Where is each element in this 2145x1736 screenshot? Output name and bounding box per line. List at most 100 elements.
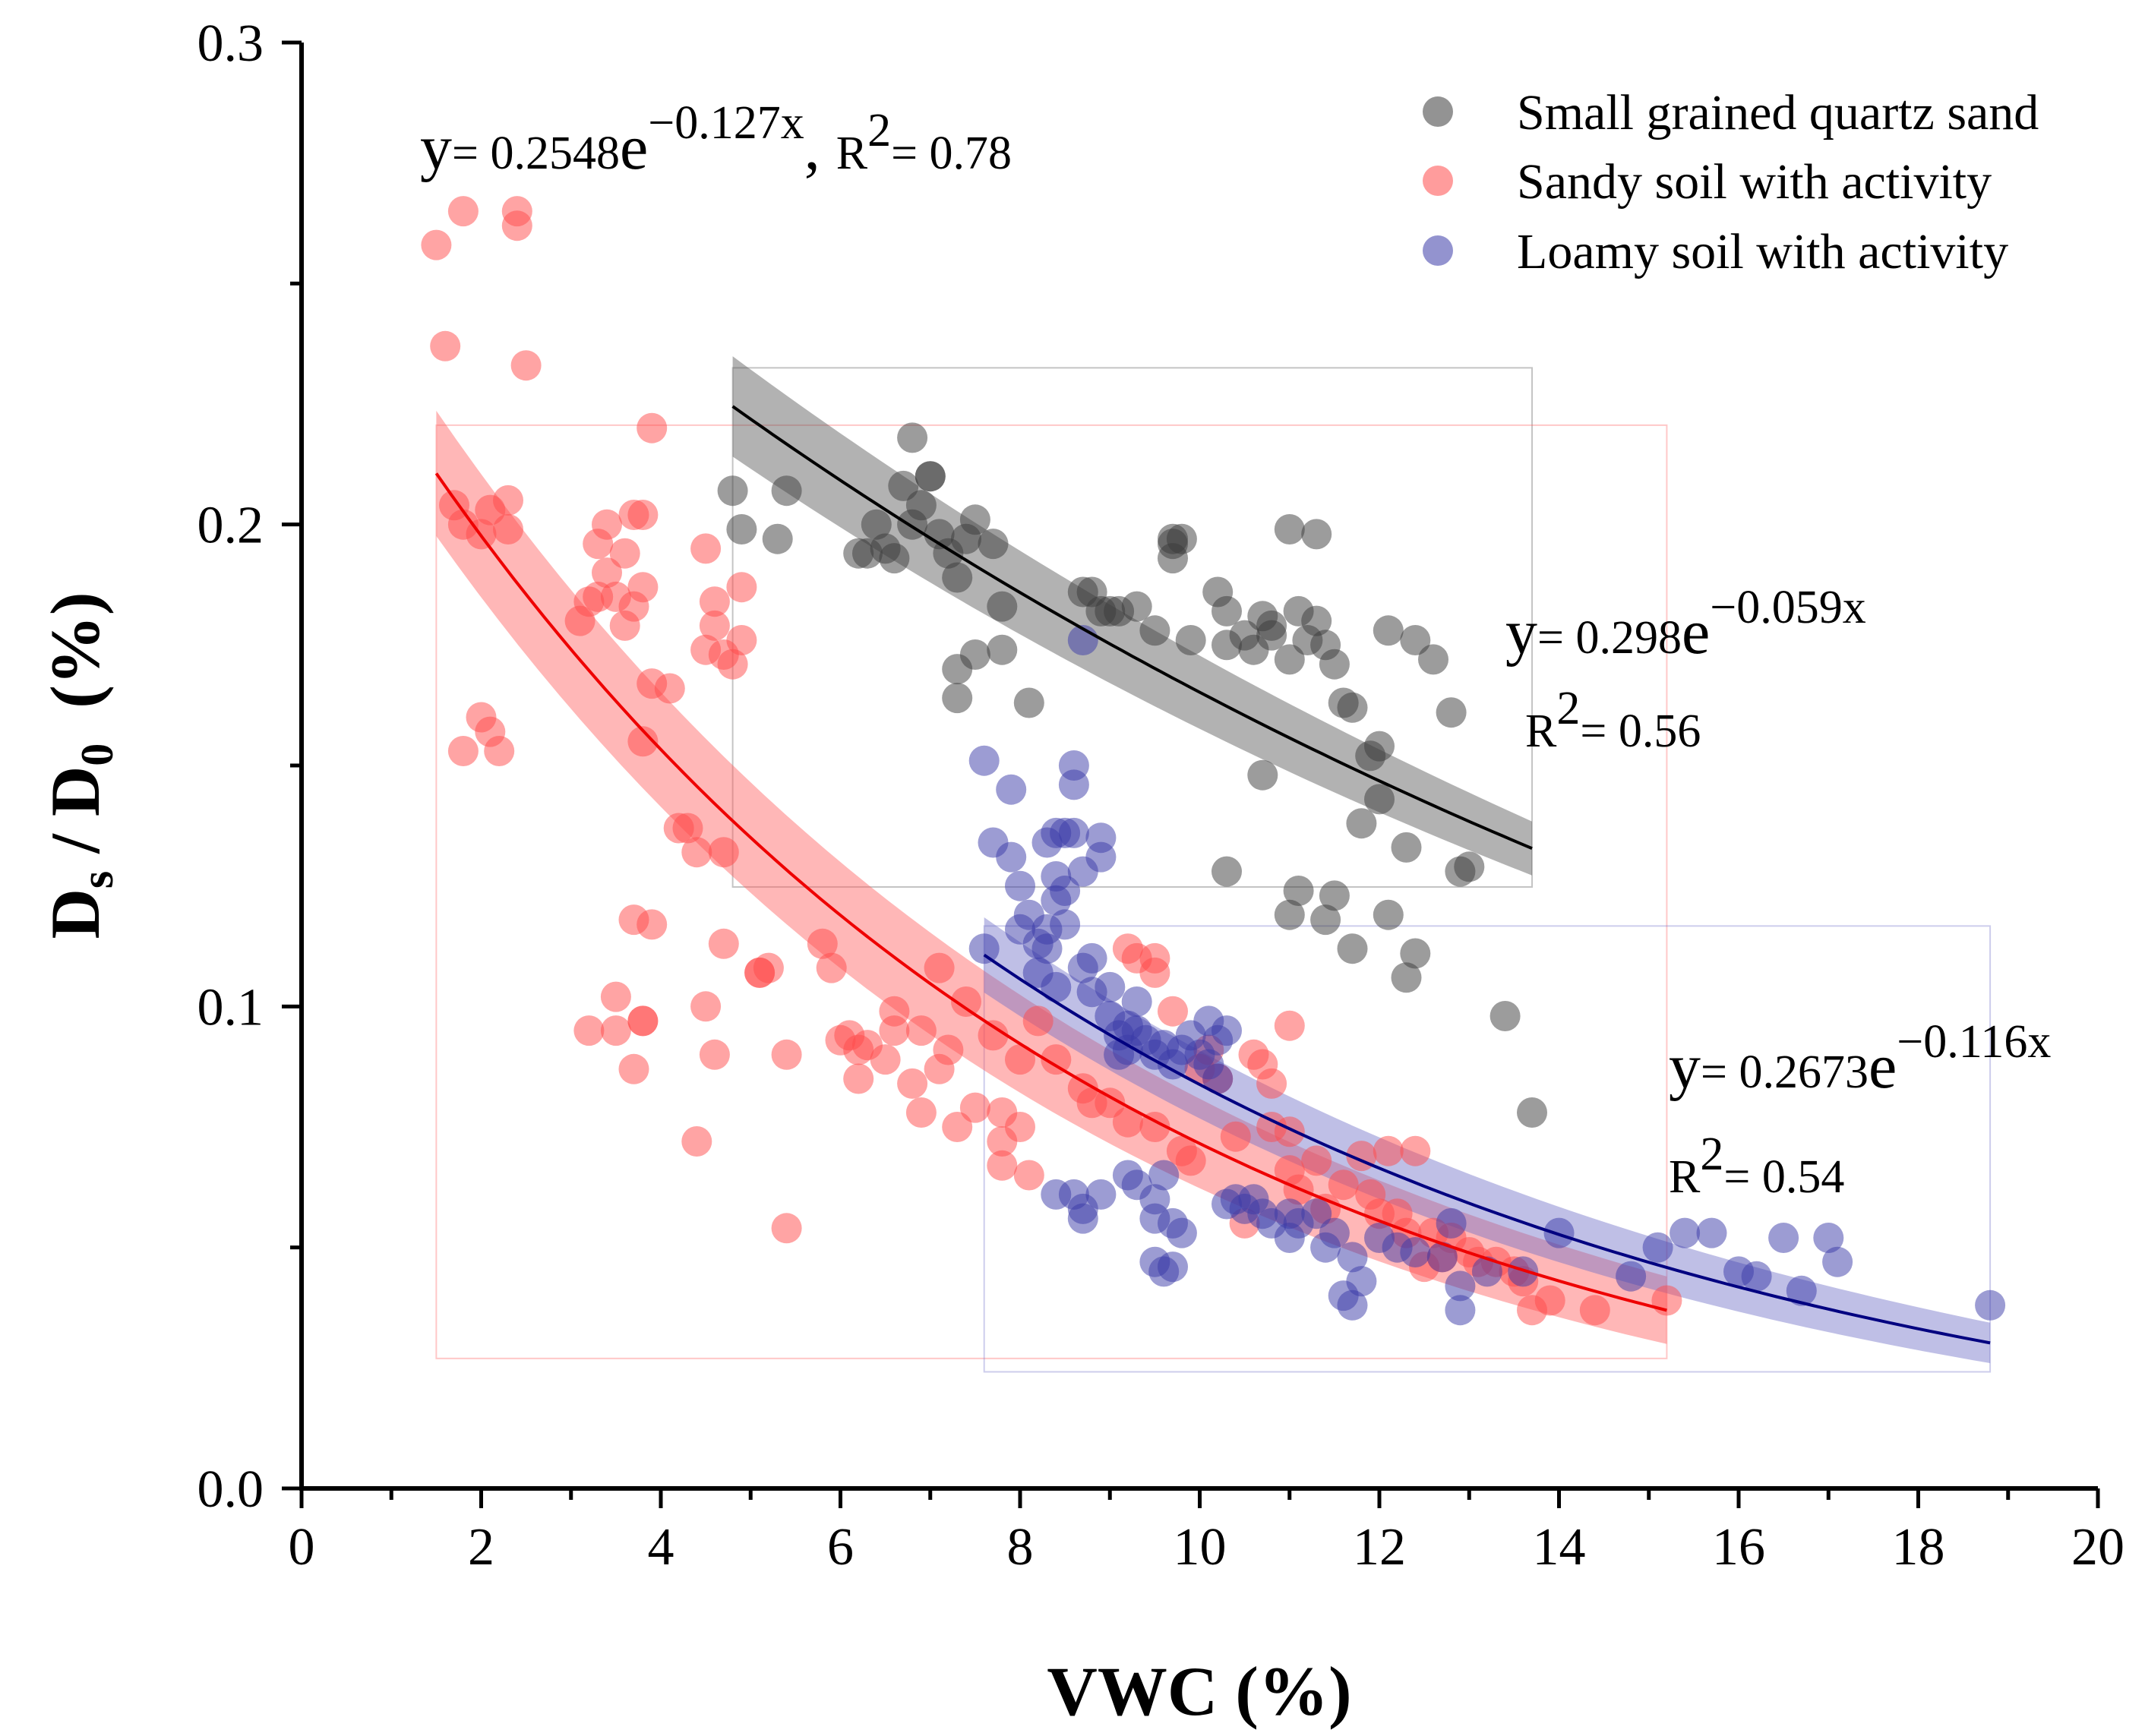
data-point-sandy (1373, 1135, 1404, 1166)
x-tick-label: 2 (468, 1518, 494, 1577)
data-point-sandy (726, 572, 757, 603)
r-sand-value: = 0.56 (1580, 705, 1701, 757)
data-point-sandy (637, 412, 668, 443)
y-axis-title: Ds / D0 (%) (36, 592, 122, 939)
data-point-sandy (959, 1092, 990, 1123)
data-point-loamy (1166, 1217, 1197, 1248)
x-tick-label: 12 (1353, 1518, 1406, 1577)
data-point-sandy (1041, 1044, 1072, 1075)
data-point-sand (905, 490, 937, 521)
data-point-loamy (1085, 841, 1117, 873)
data-point-loamy (1471, 1256, 1502, 1287)
data-point-sandy (592, 557, 622, 589)
data-point-sand (1256, 620, 1287, 651)
x-axis: 0 2 4 6 8 10 12 14 16 18 20 VWC (%) (289, 1486, 2124, 1730)
y-axis-title-sub-s: s (72, 871, 122, 889)
data-point-sand (1373, 615, 1404, 646)
data-point-sandy (618, 1053, 649, 1084)
data-point-loamy (1813, 1223, 1844, 1253)
equation-sandy: y= 0.2548e−0.127x, R2= 0.78 (420, 97, 1012, 183)
data-point-loamy (1337, 1289, 1368, 1321)
y-tick-label: 0.0 (197, 1460, 264, 1519)
data-point-sandy (1274, 1116, 1305, 1147)
plot-area (421, 196, 2006, 1373)
x-tick-label: 16 (1712, 1518, 1765, 1577)
data-point-sandy (501, 210, 532, 241)
data-point-sandy (627, 726, 659, 757)
data-point-sandy (573, 1015, 605, 1046)
eq-loamy-exp: −0.116x (1897, 1016, 2051, 1068)
data-point-sandy (493, 485, 523, 516)
data-point-sandy (1095, 1087, 1126, 1119)
data-point-loamy (1050, 876, 1081, 906)
data-point-sandy (870, 1044, 901, 1075)
data-point-loamy (1319, 1217, 1350, 1248)
data-point-sandy (1005, 1044, 1035, 1075)
x-ticks: 0 2 4 6 8 10 12 14 16 18 20 (289, 1488, 2124, 1577)
data-point-sand (1418, 644, 1448, 675)
data-point-loamy (1616, 1261, 1647, 1292)
data-point-sand (1391, 962, 1422, 993)
data-point-loamy (1436, 1207, 1467, 1239)
r-loamy-sup: 2 (1700, 1128, 1723, 1180)
y-tick-label: 0.1 (197, 978, 264, 1037)
data-point-sandy (726, 625, 757, 655)
data-point-loamy (1211, 1015, 1242, 1046)
data-point-sandy (978, 1020, 1009, 1051)
eq-sandy-coef: = 0.2548 (452, 128, 620, 179)
y-axis-title-unit: (%) (36, 592, 114, 743)
eq-sand-e: e (1682, 597, 1710, 668)
data-point-sand (1364, 731, 1395, 762)
legend-label-sand: Small grained quartz sand (1517, 85, 2039, 140)
y-axis-title-sub-0: 0 (72, 743, 122, 766)
data-point-sand (1364, 784, 1395, 815)
data-point-loamy (1058, 769, 1089, 800)
x-tick-label: 0 (289, 1518, 315, 1577)
data-point-loamy (1445, 1295, 1476, 1326)
eq-loamy-coef: = 0.2673 (1701, 1046, 1869, 1098)
annotation-sandy: y= 0.2548e−0.127x, R2= 0.78 (420, 97, 1012, 183)
data-point-sand (888, 470, 919, 501)
data-point-loamy (1085, 1179, 1117, 1210)
data-point-loamy (1400, 1237, 1431, 1267)
r-loamy-value: = 0.54 (1723, 1151, 1844, 1203)
data-point-sandy (1022, 1005, 1054, 1037)
r-squared-loamy: R2= 0.54 (1669, 1128, 1844, 1203)
data-point-sand (915, 461, 946, 492)
data-point-sandy (1274, 1010, 1305, 1041)
x-axis-title: VWC (%) (1047, 1652, 1351, 1730)
data-point-loamy (1426, 1242, 1458, 1273)
data-point-sandy (699, 1039, 730, 1070)
data-point-sand (1454, 851, 1485, 882)
data-point-loamy (1696, 1217, 1727, 1248)
data-point-sandy (879, 1015, 910, 1046)
data-point-sandy (690, 533, 722, 564)
data-points (421, 196, 2006, 1326)
data-point-sandy (510, 350, 542, 381)
data-point-loamy (968, 933, 1000, 964)
data-point-sandy (493, 514, 523, 544)
data-point-sand (1310, 904, 1341, 936)
data-point-sandy (654, 673, 685, 704)
data-point-sand (897, 422, 928, 453)
data-point-loamy (1445, 1270, 1476, 1302)
data-point-sandy (447, 196, 479, 227)
eq-loamy-e: e (1869, 1031, 1897, 1102)
data-point-loamy (1050, 909, 1081, 940)
data-point-loamy (1076, 942, 1107, 974)
data-point-sand (861, 509, 892, 540)
data-point-loamy (1975, 1289, 2006, 1321)
data-point-sand (1301, 519, 1332, 550)
data-point-sandy (1112, 1106, 1143, 1138)
data-point-sand (1391, 832, 1422, 863)
data-point-sand (1274, 644, 1305, 675)
data-point-sandy (672, 813, 703, 844)
data-point-loamy (1741, 1261, 1772, 1292)
y-tick-label: 0.2 (197, 497, 264, 555)
data-point-sand (1274, 899, 1305, 930)
data-point-sandy (1158, 996, 1188, 1027)
confidence-band-sand (732, 356, 1532, 876)
data-point-sandy (699, 586, 730, 617)
data-point-sandy (592, 509, 622, 540)
equation-loamy: y= 0.2673e−0.116x (1669, 1016, 2051, 1102)
